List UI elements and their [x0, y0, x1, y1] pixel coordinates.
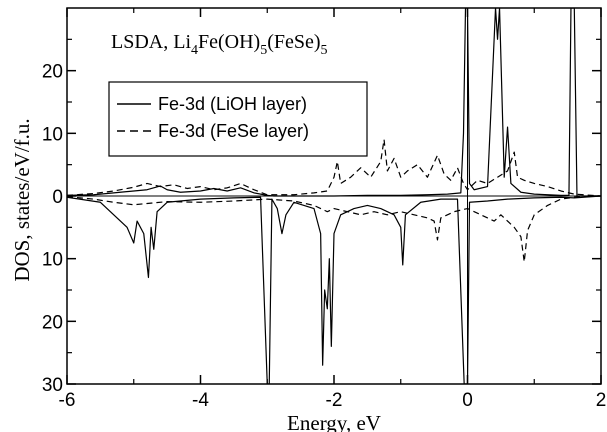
- y-tick-label: 30: [42, 375, 63, 396]
- y-tick-label: 20: [42, 62, 63, 83]
- chart-title: LSDA, Li4Fe(OH)5(FeSe)5: [111, 31, 328, 58]
- chart-title-group: LSDA, Li4Fe(OH)5(FeSe)5: [111, 31, 328, 58]
- y-tick-label: 20: [42, 312, 63, 333]
- series-line-1-spin-up: [67, 8, 601, 197]
- legend-box: [108, 81, 368, 157]
- x-axis-label: Energy, eV: [287, 411, 381, 432]
- axes: -6 -4 -2 0 2 30 20 10 0 10 20: [42, 8, 606, 411]
- x-tick-label: 2: [596, 390, 607, 411]
- y-tick-label: 10: [42, 250, 63, 271]
- x-tick-label: -6: [59, 390, 76, 411]
- legend-label: Fe-3d (FeSe layer): [158, 121, 309, 141]
- x-tick-label: -2: [326, 390, 343, 411]
- legend: Fe-3d (LiOH layer) Fe-3d (FeSe layer): [108, 81, 368, 157]
- y-tick-label: 10: [42, 124, 63, 145]
- data-series: [67, 8, 601, 384]
- x-tick-label: 0: [462, 390, 473, 411]
- y-axis-label: DOS, states/eV/f.u.: [10, 118, 34, 281]
- series-line-2-spin-up: [67, 139, 601, 197]
- legend-label: Fe-3d (LiOH layer): [158, 94, 307, 114]
- series-line-2-spin-down: [67, 195, 601, 263]
- x-tick-label: -4: [192, 390, 209, 411]
- y-tick-label: 0: [52, 187, 63, 208]
- series-line-1-spin-down: [67, 195, 601, 384]
